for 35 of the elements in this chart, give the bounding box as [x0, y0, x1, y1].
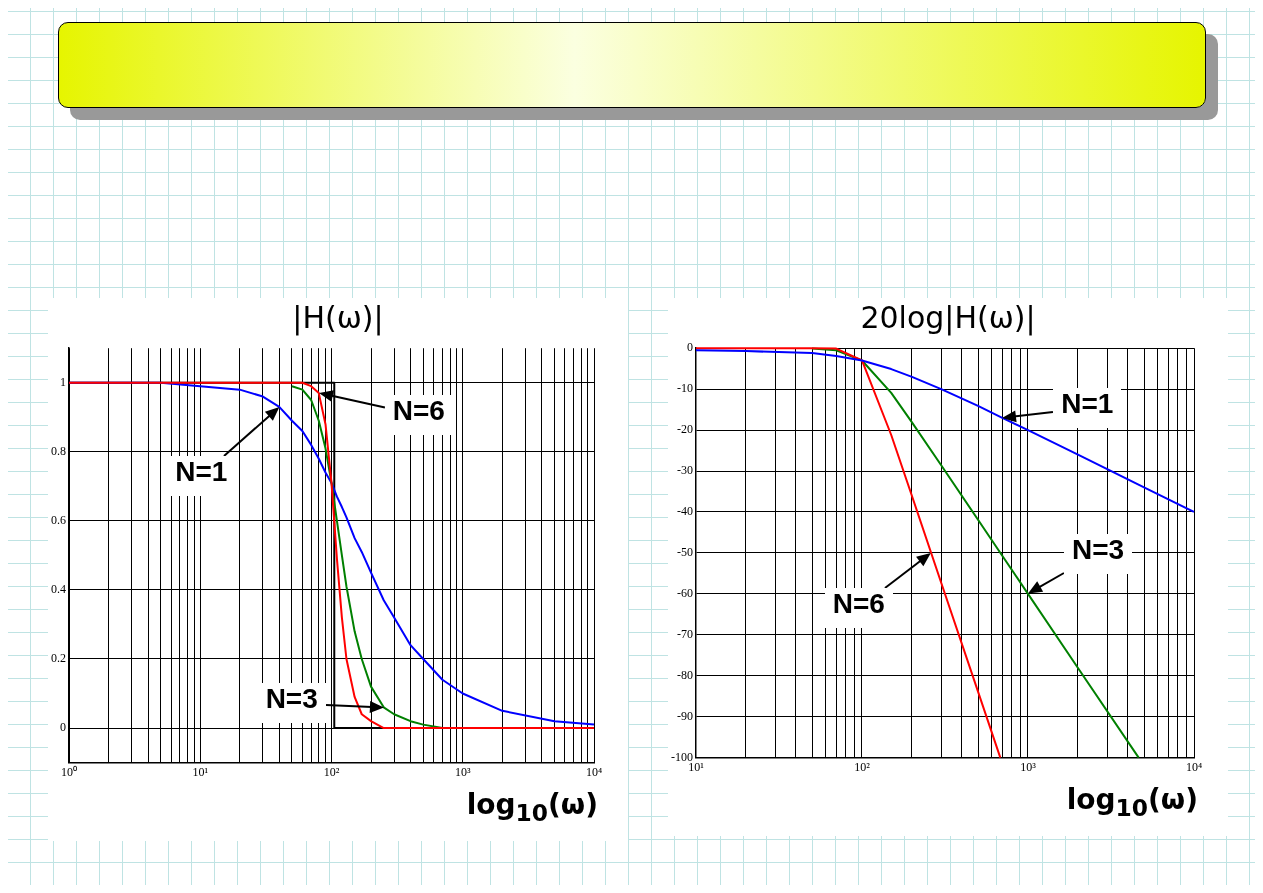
y-tick-label: -20	[677, 422, 693, 437]
annotation: N=6	[824, 587, 893, 628]
y-tick-label: -50	[677, 545, 693, 560]
annotation: N=1	[167, 455, 236, 496]
x-tick-label: 10¹	[192, 764, 209, 779]
x-tick-label: 10⁴	[1185, 759, 1203, 774]
y-tick-label: -90	[677, 708, 693, 723]
x-axis-title: log$_{10}$(ω)	[465, 787, 599, 829]
y-tick-label: -40	[677, 504, 693, 519]
y-tick-label: 0.6	[51, 513, 66, 528]
y-tick-label: -30	[677, 463, 693, 478]
y-tick-label: 0	[60, 720, 66, 735]
y-tick-label: 1	[60, 374, 66, 389]
chart-title: 20log|H(ω)|	[859, 299, 1037, 338]
x-axis-title: log$_{10}$(ω)	[1065, 782, 1199, 824]
annotation: N=3	[1063, 533, 1133, 574]
x-tick-label: 10²	[854, 759, 871, 774]
chart-title: |H(ω)|	[291, 299, 385, 338]
x-tick-label: 10²	[323, 764, 340, 779]
y-tick-label: -100	[671, 749, 693, 764]
x-tick-label: 10⁰	[61, 764, 77, 779]
x-tick-label: 10⁴	[585, 764, 603, 779]
y-tick-label: -60	[677, 586, 693, 600]
y-tick-label: -10	[677, 381, 693, 396]
y-tick-label: 0.4	[51, 582, 66, 597]
annotation: N=1	[1053, 387, 1122, 428]
annotation: N=3	[257, 683, 326, 724]
annotation: N=6	[384, 395, 453, 436]
y-tick-label: 0.2	[51, 651, 66, 666]
y-tick-label: 0	[687, 340, 693, 355]
x-tick-label: 10³	[1020, 759, 1037, 774]
y-tick-label: -70	[677, 626, 693, 641]
x-tick-label: 10³	[454, 764, 471, 779]
y-tick-label: -80	[677, 667, 693, 682]
y-tick-label: 0.8	[51, 443, 66, 458]
